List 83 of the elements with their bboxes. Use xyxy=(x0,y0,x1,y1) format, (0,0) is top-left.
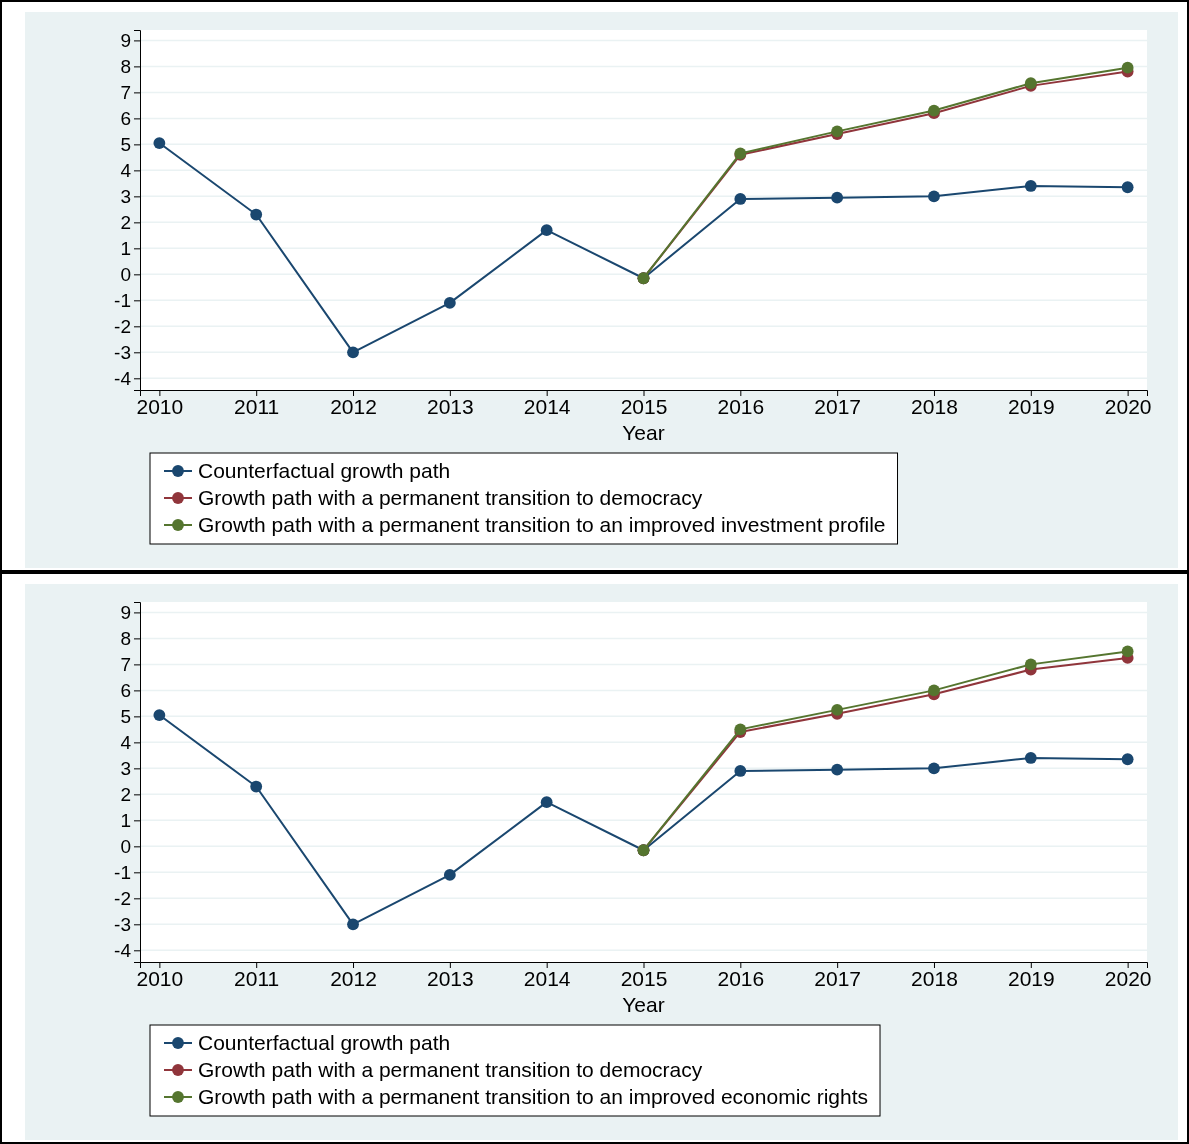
y-tick-label: 2 xyxy=(120,211,131,233)
y-tick-label: 3 xyxy=(120,757,131,779)
y-tick-label: -2 xyxy=(114,315,131,337)
point xyxy=(153,709,166,721)
legend-label: Growth path with a permanent transition to democracy xyxy=(198,1058,703,1081)
y-tick-label: -4 xyxy=(114,939,132,961)
point xyxy=(734,193,747,205)
legend-label: Growth path with a permanent transition to democracy xyxy=(198,486,703,509)
point xyxy=(1121,61,1134,74)
x-tick-label: 2012 xyxy=(330,966,377,990)
point xyxy=(153,137,166,149)
x-tick-label: 2012 xyxy=(330,394,377,418)
y-tick-label: 8 xyxy=(120,55,131,77)
point xyxy=(831,191,844,204)
point xyxy=(831,763,844,776)
point xyxy=(443,297,456,309)
x-tick-label: 2020 xyxy=(1104,966,1152,990)
x-tick-label: 2010 xyxy=(136,966,184,990)
point xyxy=(1121,753,1134,766)
x-tick-label: 2017 xyxy=(814,966,862,990)
y-tick-label: 7 xyxy=(120,81,131,103)
point xyxy=(1024,752,1037,764)
x-axis-title: Year xyxy=(622,421,665,444)
y-tick-label: -1 xyxy=(114,289,131,311)
y-tick-label: 6 xyxy=(120,107,131,129)
point xyxy=(1024,180,1037,192)
y-tick-label: 6 xyxy=(120,679,131,701)
point xyxy=(540,224,553,237)
y-tick-label: 2 xyxy=(120,783,131,805)
x-tick-label: 2019 xyxy=(1007,966,1055,990)
x-axis-title: Year xyxy=(622,993,665,1016)
y-tick-label: 0 xyxy=(120,263,131,285)
x-tick-label: 2013 xyxy=(426,394,474,418)
point xyxy=(928,190,940,203)
y-tick-label: 1 xyxy=(120,809,131,831)
y-tick-label: 8 xyxy=(120,627,131,649)
x-tick-label: 2016 xyxy=(717,966,765,990)
x-tick-label: 2014 xyxy=(523,394,571,418)
x-tick-label: 2010 xyxy=(136,394,184,418)
x-tick-label: 2019 xyxy=(1007,394,1055,418)
y-tick-label: 1 xyxy=(120,237,131,259)
x-tick-label: 2016 xyxy=(717,394,765,418)
point xyxy=(1121,645,1134,658)
point xyxy=(928,762,940,775)
legend-label: Growth path with a permanent transition to an improved investment profile xyxy=(198,513,886,536)
point xyxy=(540,796,553,809)
x-tick-label: 2013 xyxy=(426,966,474,990)
x-tick-label: 2017 xyxy=(814,394,862,418)
legend-label: Growth path with a permanent transition to an improved economic rights xyxy=(198,1085,869,1108)
legend-label: Counterfactual growth path xyxy=(198,459,451,482)
point xyxy=(734,765,747,777)
point xyxy=(250,780,263,793)
y-tick-label: 3 xyxy=(120,185,131,207)
x-tick-label: 2015 xyxy=(620,966,668,990)
y-tick-label: 9 xyxy=(120,601,131,623)
x-tick-label: 2014 xyxy=(523,966,571,990)
y-tick-label: -3 xyxy=(114,341,131,363)
point xyxy=(1024,658,1037,671)
y-tick-label: 5 xyxy=(120,705,131,727)
y-tick-label: -1 xyxy=(114,861,131,883)
point xyxy=(443,869,456,881)
y-tick-label: 0 xyxy=(120,835,131,857)
point xyxy=(831,703,844,716)
y-tick-label: -4 xyxy=(114,367,132,389)
y-tick-label: 7 xyxy=(120,653,131,675)
x-tick-label: 2015 xyxy=(620,394,668,418)
y-tick-label: 5 xyxy=(120,133,131,155)
point xyxy=(928,684,940,697)
y-tick-label: 9 xyxy=(120,29,131,51)
point xyxy=(347,346,359,359)
y-tick-label: -2 xyxy=(114,887,131,909)
y-tick-label: -3 xyxy=(114,913,131,935)
x-tick-label: 2018 xyxy=(911,394,958,418)
x-tick-label: 2020 xyxy=(1104,394,1152,418)
point xyxy=(347,918,359,931)
legend-label: Counterfactual growth path xyxy=(198,1031,451,1054)
x-tick-label: 2011 xyxy=(234,394,280,418)
x-tick-label: 2018 xyxy=(911,966,958,990)
y-tick-label: 4 xyxy=(120,731,132,753)
x-tick-label: 2011 xyxy=(234,966,280,990)
point xyxy=(1121,181,1134,194)
y-tick-label: 4 xyxy=(120,159,132,181)
point xyxy=(250,208,263,221)
